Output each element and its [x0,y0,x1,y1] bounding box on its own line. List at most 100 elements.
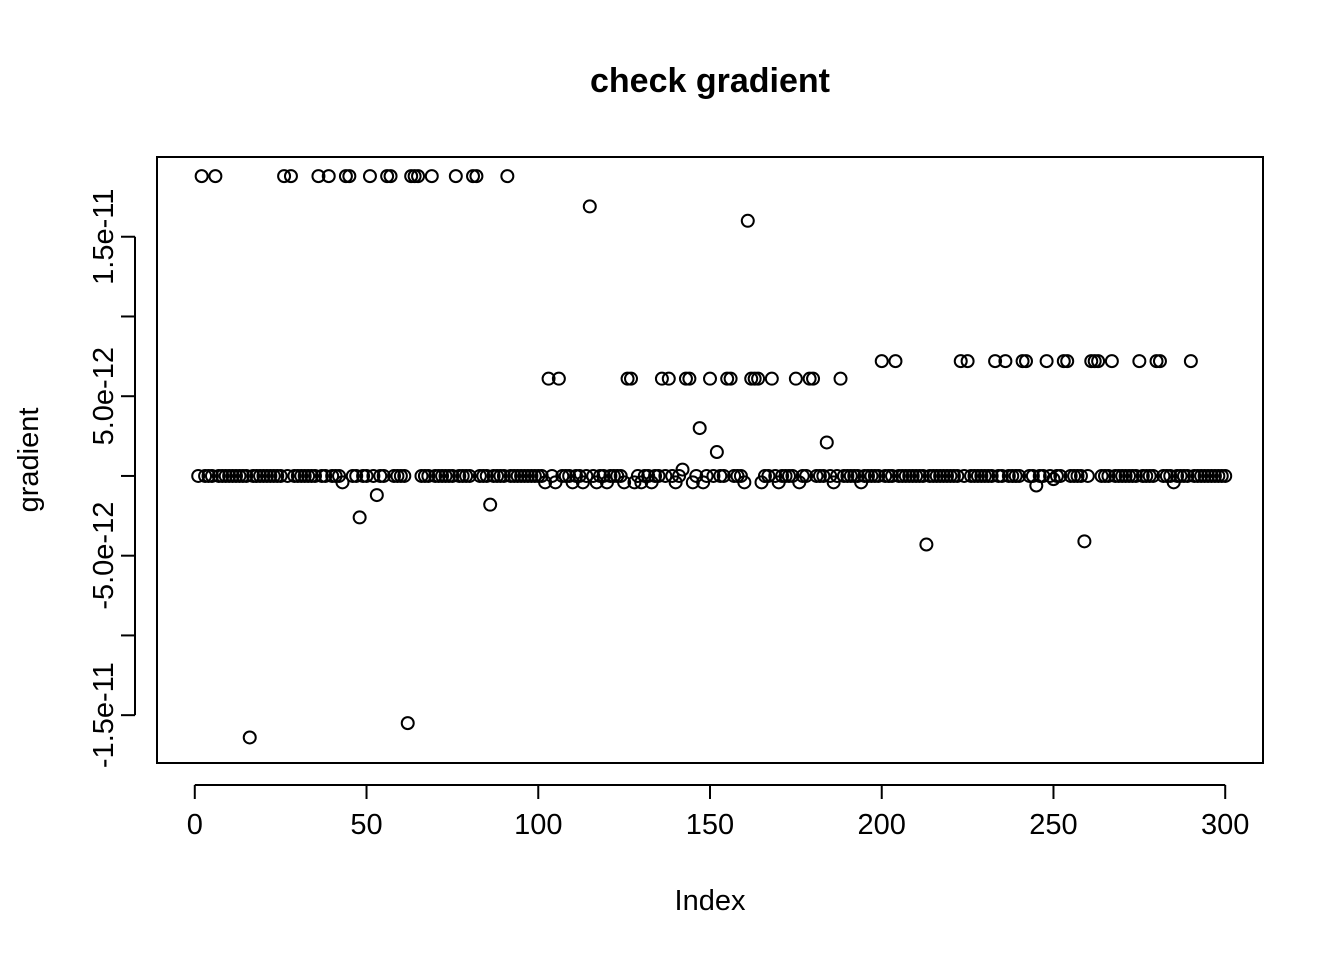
data-point [411,169,426,184]
data-point [830,468,845,483]
data-point [1073,468,1088,483]
data-point [579,468,594,483]
data-point [957,468,972,483]
data-point [1132,354,1147,369]
data-point [1091,354,1106,369]
data-point [737,475,752,490]
data-point [764,371,779,386]
data-point [885,468,900,483]
data-point [400,716,415,731]
data-point [239,468,254,483]
data-point [654,371,669,386]
data-point [366,468,381,483]
data-point [716,468,731,483]
data-point [496,468,511,483]
data-point [960,354,975,369]
data-point [988,354,1003,369]
data-point [277,169,292,184]
y-tick-label: -5.0e-12 [88,502,120,610]
data-point [1060,354,1075,369]
data-point [424,169,439,184]
data-point [658,468,673,483]
data-point [321,169,336,184]
data-point [1077,534,1092,549]
x-tick-label: 50 [350,809,382,841]
data-point [1146,468,1161,483]
y-axis: -1.5e-11 -5.0e-12 5.0e-12 1.5e-11 [88,189,136,768]
data-point [582,199,597,214]
data-point [1128,468,1143,483]
data-point [308,468,322,483]
data-point [1053,468,1068,483]
data-point [421,468,436,483]
data-point [541,371,556,386]
data-point [479,468,494,483]
data-point [448,169,463,184]
x-axis: 0 50 100 150 200 250 300 [187,784,1249,841]
data-point [1104,354,1119,369]
data-point [462,468,477,483]
x-tick-label: 300 [1201,809,1249,841]
data-point [335,475,350,490]
data-point [874,354,889,369]
data-point [788,371,803,386]
data-point [383,169,398,184]
data-point [273,468,288,483]
data-point [723,371,738,386]
data-point [369,488,384,503]
data-point [682,371,697,386]
data-point [624,371,638,386]
data-point [806,371,821,386]
data-point [376,468,391,483]
data-point [483,497,498,512]
chart-title: check gradient [590,62,830,100]
y-tick-label: 1.5e-11 [88,189,120,285]
plot-frame [156,156,1264,764]
x-axis-label: Index [675,885,746,917]
data-point [342,169,357,184]
x-tick-label: 150 [686,809,734,841]
data-point [699,468,714,483]
data-point [1080,468,1095,483]
data-point [1218,468,1233,483]
data-point [706,468,721,483]
data-point [208,169,223,184]
data-point [819,435,834,450]
data-point [1043,468,1058,483]
data-point [280,468,295,483]
x-tick-label: 0 [187,809,203,841]
y-tick-label: 5.0e-12 [88,347,120,445]
data-point [397,468,412,483]
data-point [1101,468,1116,483]
data-point [651,468,666,483]
data-point [998,354,1013,369]
data-point [761,468,776,483]
data-point [1180,468,1195,483]
data-point [242,730,257,745]
data-point [740,213,755,228]
data-point [692,421,707,436]
data-point [500,169,515,184]
data-point [1039,354,1054,369]
data-point [984,468,999,483]
data-point [283,169,298,184]
data-point [445,468,460,483]
data-point [1025,468,1040,483]
data-point [703,371,717,386]
data-point [617,475,632,490]
x-tick-label: 250 [1029,809,1077,841]
data-point [359,468,374,483]
data-point [919,537,934,552]
data-point [191,468,206,483]
data-point [1012,468,1027,483]
data-point [318,468,333,483]
data-point [1019,354,1033,369]
data-point [194,169,209,184]
data-point [709,445,724,460]
x-tick-label: 100 [514,809,562,841]
data-point [833,371,848,386]
data-point [1152,354,1167,369]
data-point [799,468,814,483]
data-point [352,510,367,525]
